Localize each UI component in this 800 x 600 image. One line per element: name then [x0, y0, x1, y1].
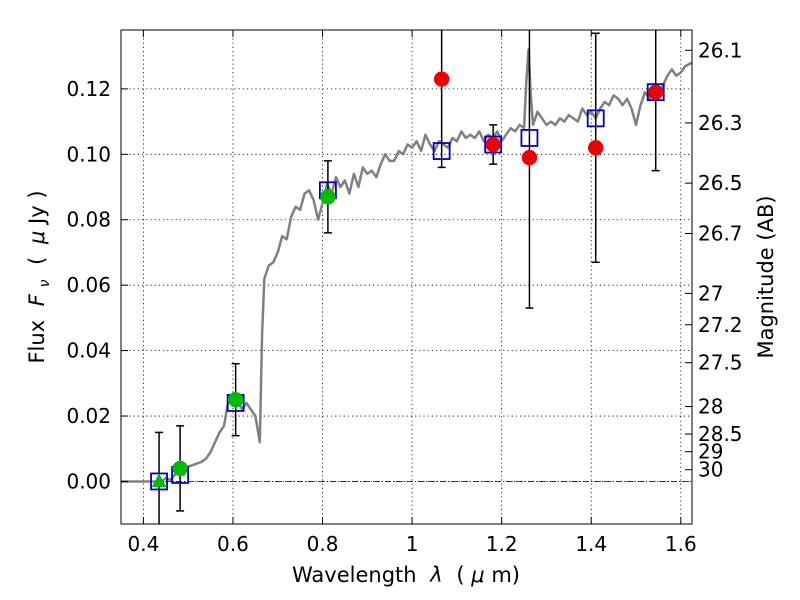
mag-tick-label: 26.7	[698, 221, 743, 245]
plot-frame	[120, 29, 693, 525]
model-band-square	[520, 129, 539, 147]
x-tick-label: 0.8	[307, 532, 339, 556]
x-title-lambda: λ	[429, 563, 442, 587]
observed-flux-point	[485, 136, 501, 153]
x-tick-label: 0.6	[217, 532, 249, 556]
y-tick-label: 0.00	[66, 469, 111, 493]
y-title-word: Flux	[25, 320, 49, 364]
y-title-nu: ν	[37, 279, 53, 287]
mag-tick-label: 28	[698, 395, 723, 419]
model-band-square	[432, 142, 451, 160]
x-tick-label: 0.4	[127, 532, 159, 556]
mag-tick-label: 26.5	[698, 171, 743, 195]
x-title-unit: m)	[491, 563, 520, 587]
model-band-square	[646, 83, 665, 102]
mag-tick-label: 29	[698, 440, 723, 464]
observed-upper-limit-marker	[151, 473, 167, 487]
observed-flux-point	[587, 140, 604, 156]
mag-tick-label: 27	[698, 281, 723, 305]
observed-flux-point	[433, 71, 450, 87]
mag-tick-label: 28.5	[698, 422, 743, 446]
y-tick-label: 0.04	[66, 339, 111, 363]
y-title-f: F	[25, 293, 49, 306]
x-axis-title: Wavelength λ ( μ m)	[292, 563, 520, 587]
x-title-paren: (	[456, 563, 464, 587]
observed-flux-point	[172, 460, 188, 477]
observed-flux-point	[227, 391, 244, 408]
x-tick-label: 1.4	[575, 532, 607, 556]
observed-flux-point	[647, 84, 664, 100]
x-title-mu: μ	[470, 563, 484, 587]
y-tick-label: 0.10	[66, 142, 111, 166]
y-title-paren: (	[25, 257, 49, 265]
x-title-word: Wavelength	[292, 563, 417, 587]
y-title-mu: μ	[25, 231, 49, 245]
x-tick-label: 1.6	[665, 532, 697, 556]
y-tick-label: 0.12	[66, 77, 111, 101]
y-tick-label: 0.02	[66, 404, 111, 428]
observed-flux-point	[521, 149, 538, 166]
y-tick-label: 0.08	[66, 208, 111, 232]
y-title-unit: Jy )	[25, 190, 49, 226]
model-band-square	[484, 135, 503, 154]
mag-tick-label: 27.2	[698, 313, 743, 337]
mag-tick-label: 27.5	[698, 351, 743, 375]
y-axis-title: Flux F ν ( μ Jy )	[25, 190, 54, 363]
observed-flux-point	[320, 189, 336, 205]
grid	[121, 30, 692, 524]
mag-tick-label: 26.3	[698, 111, 743, 135]
x-tick-label: 1.2	[486, 532, 518, 556]
model-band-square	[586, 109, 605, 128]
model-sed-line	[121, 48, 692, 483]
mag-tick-label: 26.1	[698, 38, 743, 62]
y-tick-label: 0.06	[66, 273, 111, 297]
mag-tick-label: 30	[698, 458, 723, 482]
y2-axis-title: Magnitude (AB)	[754, 195, 778, 358]
x-tick-label: 1	[406, 532, 419, 556]
